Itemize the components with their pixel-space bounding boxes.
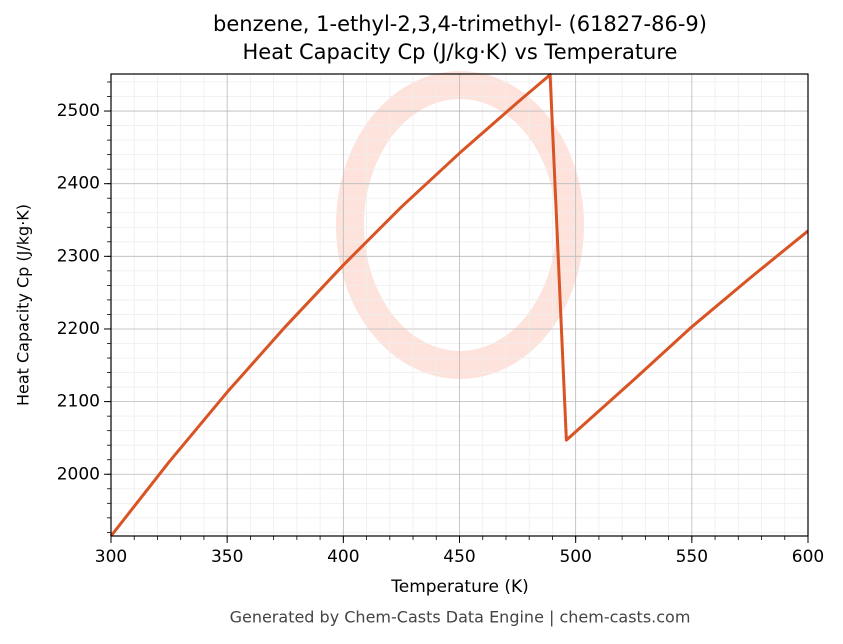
- watermark: [336, 71, 584, 379]
- y-tick-label: 2000: [57, 464, 100, 484]
- y-tick-label: 2100: [57, 392, 100, 412]
- chart-title: benzene, 1-ethyl-2,3,4-trimethyl- (61827…: [213, 12, 707, 36]
- x-tick-label: 300: [95, 547, 127, 567]
- x-tick-label: 550: [676, 547, 708, 567]
- x-tick-label: 600: [792, 547, 824, 567]
- y-tick-label: 2500: [57, 101, 100, 121]
- y-axis-label: Heat Capacity Cp (J/kg·K): [14, 204, 33, 406]
- plot-frame: [110, 73, 809, 537]
- x-axis-label: Temperature (K): [390, 577, 529, 597]
- chart-subtitle: Heat Capacity Cp (J/kg·K) vs Temperature: [243, 40, 678, 64]
- y-tick-label: 2200: [57, 319, 100, 339]
- x-tick-label: 450: [443, 547, 475, 567]
- x-tick-label: 500: [559, 547, 591, 567]
- data-line: [109, 73, 809, 537]
- x-tick-label: 350: [211, 547, 243, 567]
- y-tick-label: 2400: [57, 174, 100, 194]
- y-tick-label: 2300: [57, 246, 100, 266]
- x-tick-label: 400: [327, 547, 359, 567]
- footer: Generated by Chem-Casts Data Engine | ch…: [230, 608, 691, 627]
